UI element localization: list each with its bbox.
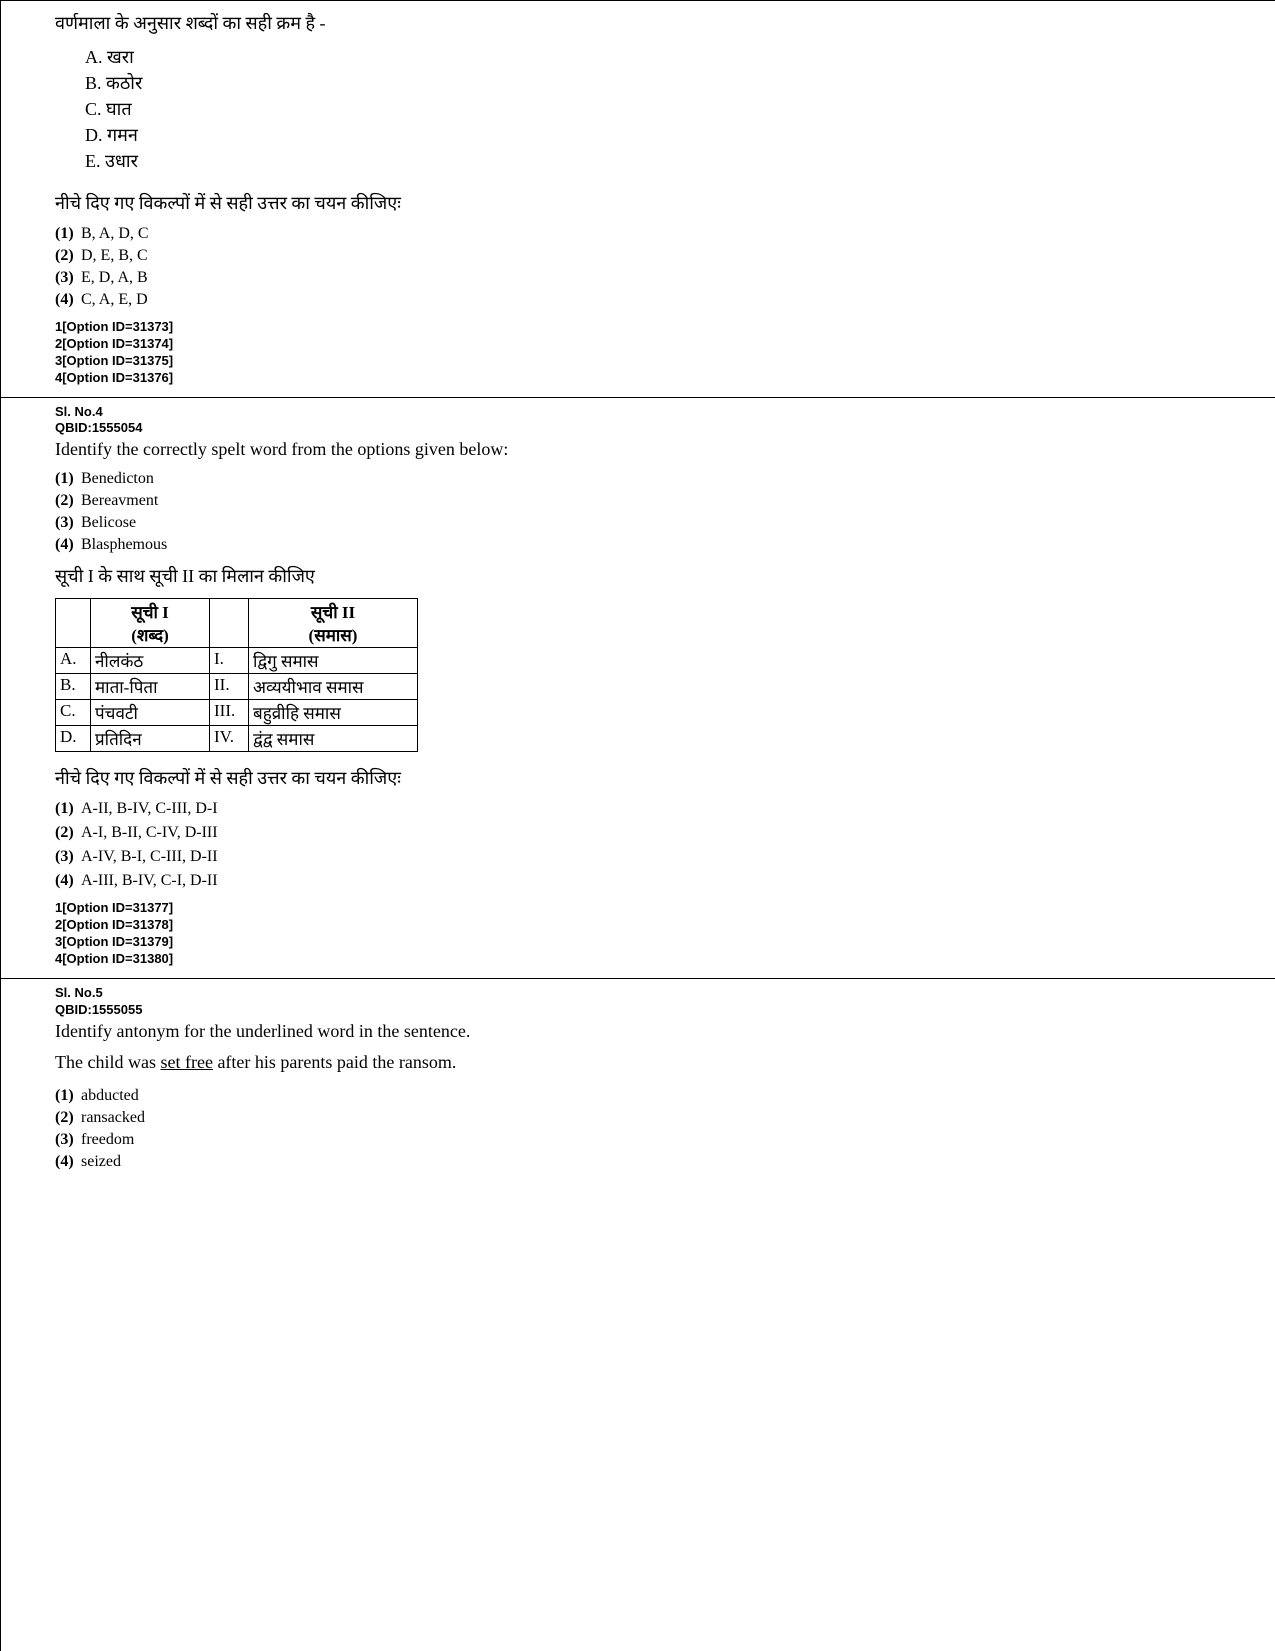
option-list-a: (1)Benedicton (2)Bereavment (3)Belicose …: [55, 470, 1265, 554]
qbid: QBID:1555054: [55, 420, 1265, 437]
question-instruction: नीचे दिए गए विकल्पों में से सही उत्तर का…: [55, 766, 1265, 790]
table-row: B.माता-पिताII.अव्ययीभाव समास: [56, 674, 418, 700]
option-4[interactable]: (4)A-III, B-IV, C-I, D-II: [55, 872, 1265, 890]
option-2[interactable]: (2)A-I, B-II, C-IV, D-III: [55, 824, 1265, 842]
th-blank: [56, 599, 91, 648]
option-2[interactable]: (2)ransacked: [55, 1109, 1265, 1127]
option-2[interactable]: (2)Bereavment: [55, 492, 1265, 510]
option-id-1: 1[Option ID=31373]: [55, 319, 1265, 336]
table-row: A.नीलकंठI.द्विगु समास: [56, 648, 418, 674]
table-row: D.प्रतिदिनIV.द्वंद्व समास: [56, 726, 418, 752]
th-list1: सूची I (शब्द): [91, 599, 210, 648]
option-3[interactable]: (3)Belicose: [55, 514, 1265, 532]
table-row: C.पंचवटीIII.बहुव्रीहि समास: [56, 700, 418, 726]
qbid: QBID:1555055: [55, 1002, 1265, 1019]
option-id-3: 3[Option ID=31379]: [55, 934, 1265, 951]
option-2[interactable]: (2)D, E, B, C: [55, 247, 1265, 265]
question-instruction: नीचे दिए गए विकल्पों में से सही उत्तर का…: [55, 191, 1265, 215]
option-4[interactable]: (4)seized: [55, 1153, 1265, 1171]
option-id-list: 1[Option ID=31373] 2[Option ID=31374] 3[…: [55, 319, 1265, 387]
question-sentence: The child was set free after his parents…: [55, 1052, 1265, 1073]
option-id-list: 1[Option ID=31377] 2[Option ID=31378] 3[…: [55, 900, 1265, 968]
question-stem: Identify the correctly spelt word from t…: [55, 439, 1265, 460]
item-b: B. कठोर: [85, 71, 1265, 95]
th-blank2: [210, 599, 249, 648]
option-id-4: 4[Option ID=31376]: [55, 370, 1265, 387]
option-id-2: 2[Option ID=31378]: [55, 917, 1265, 934]
option-id-1: 1[Option ID=31377]: [55, 900, 1265, 917]
match-stem: सूची I के साथ सूची II का मिलान कीजिए: [55, 564, 1265, 588]
sl-no: Sl. No.4: [55, 404, 1265, 421]
option-4[interactable]: (4)C, A, E, D: [55, 291, 1265, 309]
option-3[interactable]: (3)A-IV, B-I, C-III, D-II: [55, 848, 1265, 866]
option-1[interactable]: (1)A-II, B-IV, C-III, D-I: [55, 800, 1265, 818]
question-block-5: Sl. No.5 QBID:1555055 Identify antonym f…: [1, 979, 1275, 1185]
question-stem: Identify antonym for the underlined word…: [55, 1021, 1265, 1042]
option-list: (1)B, A, D, C (2)D, E, B, C (3)E, D, A, …: [55, 225, 1265, 309]
option-list-b: (1)A-II, B-IV, C-III, D-I (2)A-I, B-II, …: [55, 800, 1265, 890]
option-id-4: 4[Option ID=31380]: [55, 951, 1265, 968]
option-id-2: 2[Option ID=31374]: [55, 336, 1265, 353]
th-list2: सूची II (समास): [249, 599, 418, 648]
option-3[interactable]: (3)freedom: [55, 1131, 1265, 1149]
option-1[interactable]: (1)Benedicton: [55, 470, 1265, 488]
match-table: सूची I (शब्द) सूची II (समास) A.नीलकंठI.द…: [55, 598, 418, 752]
item-d: D. गमन: [85, 123, 1265, 147]
item-e: E. उधार: [85, 149, 1265, 173]
option-list: (1)abducted (2)ransacked (3)freedom (4)s…: [55, 1087, 1265, 1171]
question-stem: वर्णमाला के अनुसार शब्दों का सही क्रम है…: [55, 11, 1265, 35]
question-items: A. खरा B. कठोर C. घात D. गमन E. उधार: [85, 45, 1265, 173]
option-id-3: 3[Option ID=31375]: [55, 353, 1265, 370]
option-4[interactable]: (4)Blasphemous: [55, 536, 1265, 554]
question-block-4: Sl. No.4 QBID:1555054 Identify the corre…: [1, 398, 1275, 979]
question-block-3: वर्णमाला के अनुसार शब्दों का सही क्रम है…: [1, 1, 1275, 398]
underlined-word: set free: [160, 1052, 212, 1072]
sl-no: Sl. No.5: [55, 985, 1265, 1002]
item-c: C. घात: [85, 97, 1265, 121]
page-container: वर्णमाला के अनुसार शब्दों का सही क्रम है…: [0, 0, 1275, 1651]
option-3[interactable]: (3)E, D, A, B: [55, 269, 1265, 287]
option-1[interactable]: (1)abducted: [55, 1087, 1265, 1105]
item-a: A. खरा: [85, 45, 1265, 69]
option-1[interactable]: (1)B, A, D, C: [55, 225, 1265, 243]
